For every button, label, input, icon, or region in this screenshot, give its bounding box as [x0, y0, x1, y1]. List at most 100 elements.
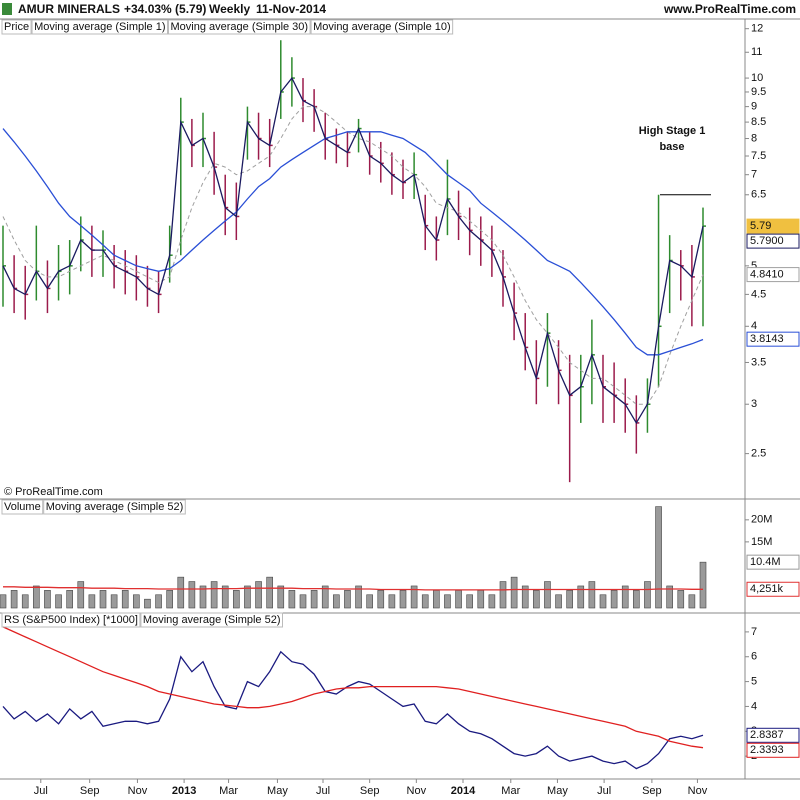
volume-bar: [144, 598, 151, 609]
volume-bar: [133, 594, 140, 609]
x-tick-label: Jul: [34, 785, 48, 797]
y-tick-label: 5: [751, 675, 757, 687]
volume-bar: [77, 581, 85, 609]
value-tag-label: 4.8410: [750, 269, 784, 281]
y-tick-label: 5: [751, 260, 757, 272]
y-tick-label: 10: [751, 72, 763, 84]
legend-box: [310, 19, 454, 35]
y-tick-label: 4: [751, 320, 757, 332]
value-tag-label: 5.7900: [750, 235, 784, 247]
copyright: © ProRealTime.com: [4, 486, 103, 498]
value-tag: [746, 331, 800, 347]
y-tick-label: 2.5: [751, 448, 766, 460]
x-tick-label: Mar: [219, 785, 238, 797]
value-tag: [746, 233, 800, 249]
volume-bar: [366, 594, 373, 609]
volume-bar: [533, 590, 540, 609]
legend-box: [43, 499, 186, 515]
legend-box: [168, 19, 311, 35]
y-tick-label: 12: [751, 23, 763, 35]
volume-bar: [121, 590, 129, 609]
legend-entry: Moving average (Simple 52): [143, 614, 281, 626]
volume-bar: [466, 594, 473, 609]
volume-bar: [355, 585, 362, 609]
y-tick-label: 3: [751, 398, 757, 410]
volume-bar: [333, 594, 340, 609]
value-tag: [746, 554, 800, 570]
y-tick-label: 6.5: [751, 189, 766, 201]
legend-box: [1, 19, 32, 35]
value-tag-label: 10.4M: [750, 556, 781, 568]
y-tick-label: 6: [751, 651, 757, 663]
y-tick-label: 7: [751, 626, 757, 638]
volume-bar: [244, 585, 251, 609]
value-tag-label: 4,251k: [750, 583, 784, 595]
x-tick-label: May: [547, 785, 568, 797]
value-tag: [746, 742, 800, 758]
period: Weekly: [209, 2, 250, 16]
volume-bar: [488, 594, 496, 609]
volume-bar: [399, 590, 407, 609]
volume-bar: [633, 590, 640, 609]
x-tick-label: 2014: [451, 785, 476, 797]
volume-bar: [388, 594, 396, 609]
series-line: [2, 76, 704, 425]
legend-entry: Moving average (Simple 52): [46, 501, 184, 513]
volume-bar: [555, 594, 562, 609]
y-tick-label: 7.5: [751, 150, 766, 162]
volume-bar: [566, 590, 573, 609]
volume-bar: [166, 590, 173, 609]
legend-box: [1, 499, 44, 515]
legend-entry: RS (S&P500 Index) [*1000]: [4, 614, 138, 626]
volume-bar: [444, 594, 451, 609]
volume-bar: [199, 585, 207, 609]
value-tag: [746, 581, 800, 597]
y-tick-label: 4.5: [751, 288, 766, 300]
volume-bar: [10, 590, 18, 609]
volume-bar: [699, 561, 707, 609]
volume-bar: [21, 594, 29, 609]
annotation: High Stage 1: [639, 125, 706, 137]
volume-bar: [455, 590, 462, 609]
y-tick-label: 7: [751, 169, 757, 181]
x-tick-label: May: [267, 785, 288, 797]
volume-bar: [210, 581, 218, 609]
series-line: [2, 650, 704, 770]
volume-bar: [655, 506, 662, 609]
volume-bar: [621, 585, 629, 609]
volume-bar: [177, 576, 185, 609]
legend-entry: Moving average (Simple 10): [313, 21, 451, 33]
volume-bar: [233, 590, 240, 609]
y-tick-label: 9.5: [751, 86, 766, 98]
value-tag-label: 2.3393: [750, 744, 784, 756]
y-tick-label: 20M: [751, 514, 772, 526]
annotation: base: [659, 141, 684, 153]
volume-bar: [33, 585, 40, 609]
volume-bar: [677, 590, 685, 609]
volume-bar: [55, 594, 62, 609]
y-tick-label: 4: [751, 700, 757, 712]
volume-bar: [666, 585, 673, 609]
value-tag-label: 5.79: [750, 220, 771, 232]
series-line: [2, 626, 704, 749]
x-tick-label: Nov: [407, 785, 427, 797]
x-tick-label: 2013: [172, 785, 196, 797]
volume-bar: [421, 594, 429, 609]
volume-bar: [499, 581, 507, 609]
volume-bar: [510, 576, 518, 609]
volume-bar: [66, 590, 73, 609]
legend-box: [140, 612, 283, 628]
x-tick-label: Sep: [642, 785, 662, 797]
volume-bar: [299, 594, 307, 609]
value-tag-label: 2.8387: [750, 729, 784, 741]
y-tick-label: 9: [751, 101, 757, 113]
volume-bar: [277, 585, 285, 609]
volume-bar: [599, 594, 607, 609]
volume-bar: [377, 590, 385, 609]
series-line: [2, 106, 704, 405]
symbol: AMUR MINERALS: [18, 2, 120, 16]
y-tick-label: 15M: [751, 536, 772, 548]
volume-bar: [610, 590, 618, 609]
y-tick-label: 11: [751, 46, 762, 58]
